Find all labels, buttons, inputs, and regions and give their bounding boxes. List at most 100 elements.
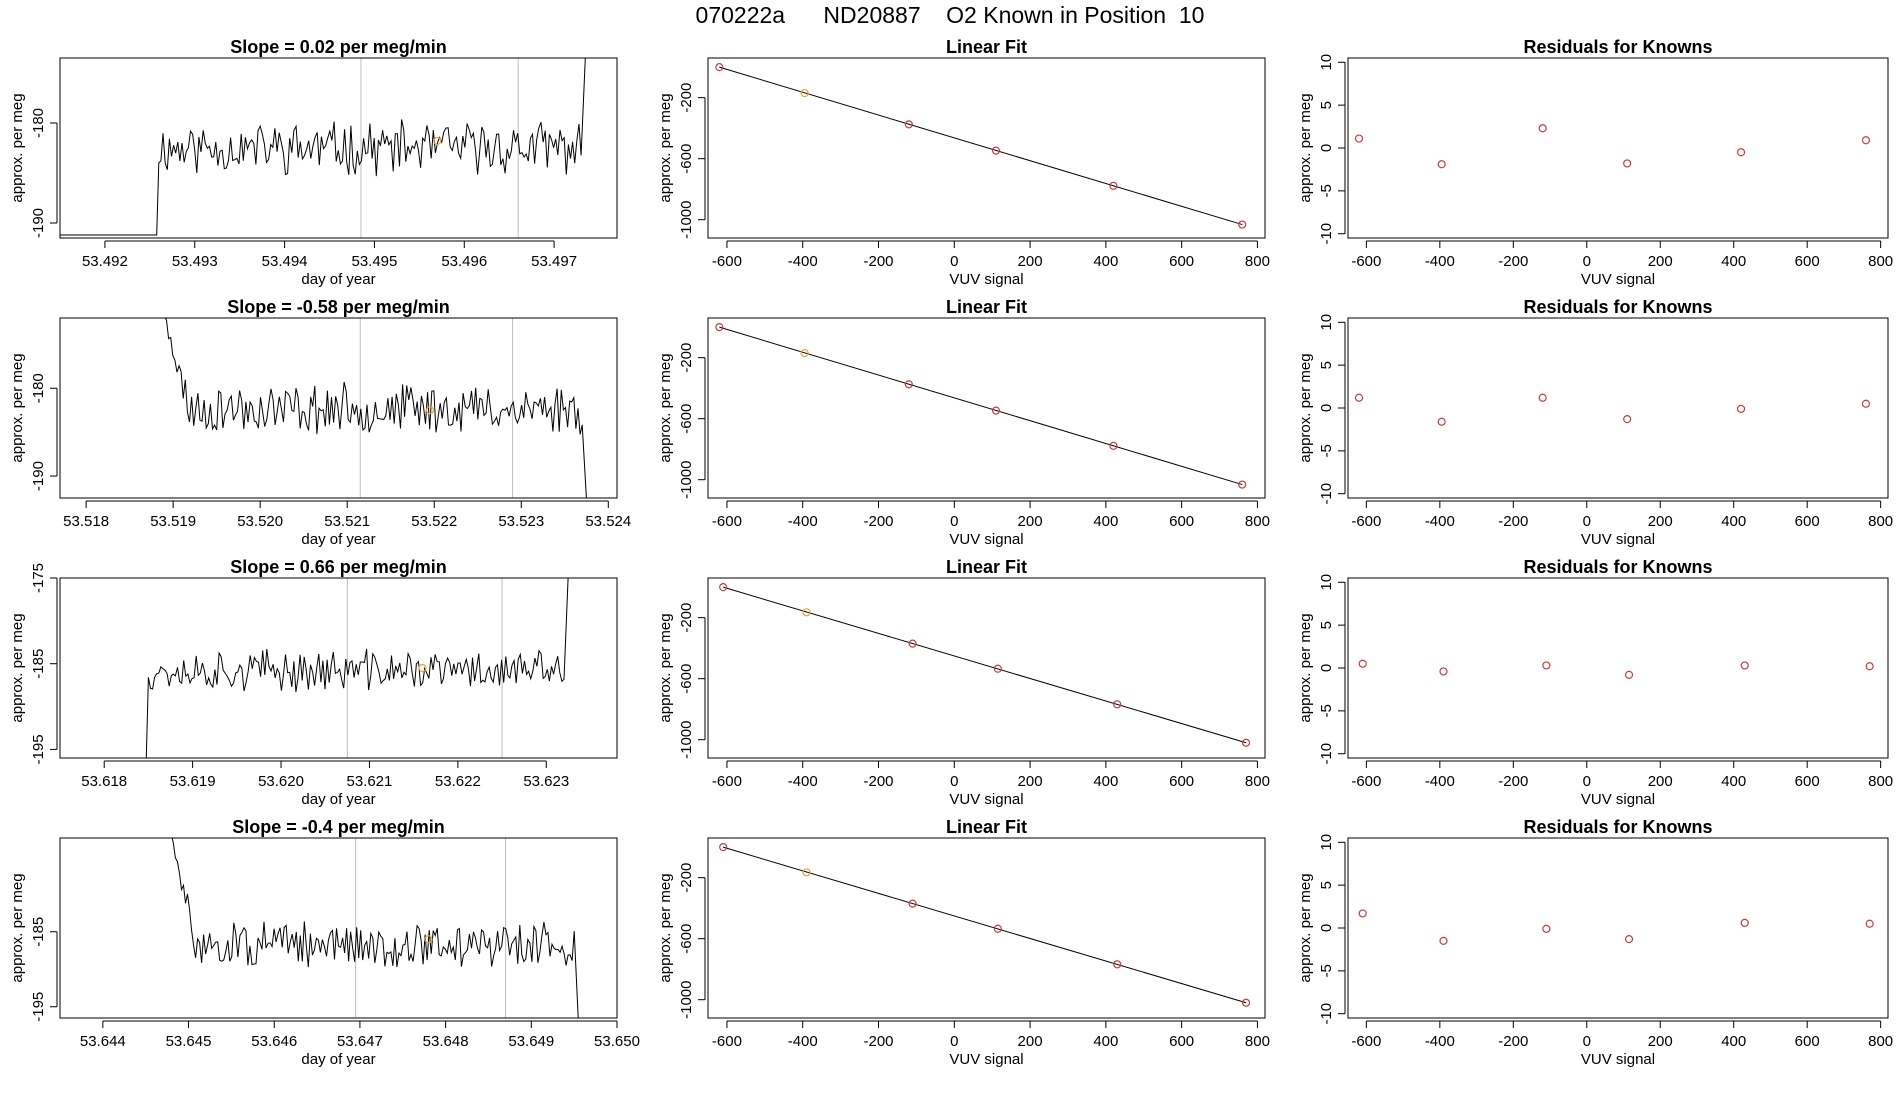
x-tick-label: 53.493 (172, 253, 218, 270)
x-tick-label: 800 (1868, 253, 1893, 270)
residual-point (1437, 160, 1446, 169)
x-tick-label: 400 (1093, 1033, 1118, 1050)
chart-title: Linear Fit (946, 557, 1027, 577)
y-tick-label: -5 (1318, 444, 1335, 457)
x-tick-label: 600 (1795, 253, 1820, 270)
plot-frame (59, 577, 618, 759)
fit-data-point (993, 664, 1002, 673)
fit-data-point (802, 868, 811, 877)
y-tick-label: -200 (678, 343, 695, 373)
y-axis: -200 -600 -1000 (678, 863, 706, 1019)
signal-trace-line (60, 578, 569, 758)
x-tick-label: 0 (950, 773, 958, 790)
residual-point (1623, 415, 1632, 424)
highlight-point (418, 663, 427, 673)
y-axis: 10 5 0 -5 -10 (1318, 834, 1346, 1025)
x-axis-label: VUV signal (949, 1051, 1023, 1068)
x-tick-label: 53.495 (351, 253, 397, 270)
y-tick-label: -185 (30, 917, 47, 947)
y-tick-label: -200 (678, 863, 695, 893)
fit-data-point (1241, 738, 1251, 747)
y-tick-label: -600 (678, 664, 695, 694)
x-tick-label: 53.497 (531, 253, 577, 270)
y-tick-label: 0 (1318, 924, 1335, 932)
x-tick-label: 53.496 (441, 253, 487, 270)
x-tick-label: 0 (1583, 773, 1591, 790)
residual-point (1354, 134, 1364, 143)
chart-title: Slope = 0.02 per meg/min (230, 37, 447, 57)
x-axis-label: day of year (301, 791, 375, 808)
x-axis: -600 -400 -200 0 200 400 600 800 (1351, 760, 1893, 790)
y-axis: -185 -195 (30, 917, 58, 1022)
y-tick-label: -10 (1318, 223, 1335, 245)
fit-data-point (1238, 480, 1247, 489)
residual-point (1865, 919, 1874, 928)
chart-title: Residuals for Knowns (1523, 817, 1712, 837)
x-axis-label: VUV signal (1581, 531, 1655, 548)
y-tick-label: -1000 (678, 201, 695, 239)
fit-data-point (719, 583, 728, 592)
y-tick-label: -180 (30, 373, 47, 403)
x-tick-label: -600 (1351, 1033, 1381, 1050)
residual-point (1861, 136, 1871, 145)
x-tick-label: 53.644 (80, 1033, 126, 1050)
x-tick-label: -400 (788, 513, 818, 530)
x-tick-label: 200 (1648, 253, 1673, 270)
x-axis-label: VUV signal (949, 791, 1023, 808)
residual-point (1624, 670, 1634, 679)
y-tick-label: -200 (678, 603, 695, 633)
y-axis-label: approx. per meg (9, 353, 26, 462)
plot-frame (1347, 837, 1889, 1019)
x-axis: 53.618 53.619 53.620 53.621 53.622 53.623 (81, 760, 569, 790)
chart-title: Residuals for Knowns (1523, 557, 1712, 577)
x-tick-label: 400 (1093, 773, 1118, 790)
y-axis-label: approx. per meg (1297, 613, 1314, 722)
chart-title: Linear Fit (946, 297, 1027, 317)
residual-point (1623, 159, 1632, 168)
y-tick-label: -600 (678, 404, 695, 434)
fit-data-point (719, 843, 728, 852)
residual-point (1538, 393, 1547, 402)
fit-data-point (800, 348, 809, 358)
x-axis-label: VUV signal (949, 531, 1023, 548)
chart-panel-residuals-row-1: Residuals for Knowns -600 -400 -200 0 200 400 6… (1297, 37, 1893, 288)
x-tick-label: -600 (1351, 513, 1381, 530)
x-tick-label: 600 (1795, 773, 1820, 790)
x-tick-label: -200 (1498, 513, 1528, 530)
y-tick-label: -1000 (678, 461, 695, 499)
fit-data-point (993, 924, 1002, 933)
chart-panel-linear-fit-row-4: Linear Fit -600 -400 -200 0 200 400 600 800 VUV s… (657, 817, 1270, 1068)
x-tick-label: -200 (863, 513, 893, 530)
y-tick-label: -600 (678, 144, 695, 174)
x-tick-label: 53.519 (150, 513, 196, 530)
x-tick-label: 53.618 (81, 773, 127, 790)
x-tick-label: 0 (1583, 253, 1591, 270)
fit-data-point (1109, 441, 1118, 450)
plot-frame (707, 57, 1266, 239)
x-tick-label: 400 (1721, 253, 1746, 270)
y-tick-label: -200 (678, 83, 695, 113)
x-axis: -600 -400 -200 0 200 400 600 800 (712, 760, 1270, 790)
x-tick-label: -400 (1425, 773, 1455, 790)
x-tick-label: -200 (1498, 253, 1528, 270)
x-tick-label: 600 (1795, 513, 1820, 530)
x-tick-label: 400 (1093, 513, 1118, 530)
x-tick-label: 800 (1245, 253, 1270, 270)
x-axis-label: VUV signal (1581, 791, 1655, 808)
fit-data-point (908, 639, 917, 648)
x-tick-label: -200 (863, 773, 893, 790)
y-tick-label: -600 (678, 924, 695, 954)
x-tick-label: 53.492 (82, 253, 128, 270)
x-tick-label: 200 (1018, 1033, 1043, 1050)
x-tick-label: -200 (863, 1033, 893, 1050)
y-axis-label: approx. per meg (9, 613, 26, 722)
highlight-point (425, 406, 434, 415)
x-axis: -600 -400 -200 0 200 400 600 800 (1351, 240, 1893, 270)
x-tick-label: 800 (1245, 1033, 1270, 1050)
chart-panel-linear-fit-row-2: Linear Fit -600 -400 -200 0 200 400 600 800 VUV s… (657, 297, 1270, 548)
chart-panel-linear-fit-row-1: Linear Fit -600 -400 -200 0 200 400 600 800 VUV s… (657, 37, 1270, 288)
chart-panel-trace-row-1: Slope = 0.02 per meg/min 53.492 53.493 53.4… (9, 37, 618, 288)
x-tick-label: -200 (1498, 1033, 1528, 1050)
